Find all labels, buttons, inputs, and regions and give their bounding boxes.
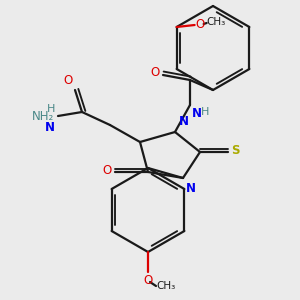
- Text: CH₃: CH₃: [156, 281, 175, 291]
- Text: CH₃: CH₃: [207, 17, 226, 27]
- Text: O: O: [103, 164, 112, 178]
- Text: NH₂: NH₂: [32, 110, 54, 122]
- Text: O: O: [151, 67, 160, 80]
- Text: O: O: [64, 74, 73, 87]
- Text: N: N: [45, 121, 55, 134]
- Text: O: O: [196, 17, 205, 31]
- Text: N: N: [179, 115, 189, 128]
- Text: H: H: [201, 107, 209, 117]
- Text: N: N: [186, 182, 196, 195]
- Text: O: O: [143, 274, 153, 287]
- Text: N: N: [192, 107, 202, 120]
- Text: S: S: [231, 145, 239, 158]
- Text: H: H: [46, 104, 55, 114]
